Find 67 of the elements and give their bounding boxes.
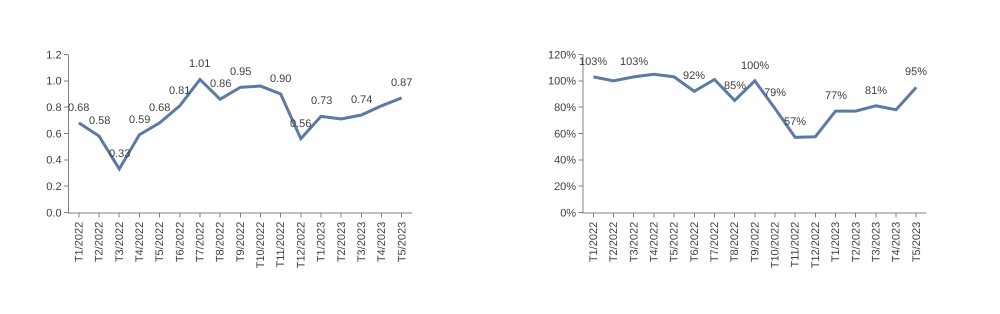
y-tick-label: 0%	[560, 207, 576, 220]
x-tick-label: T8/2022	[729, 222, 742, 262]
data-label: 92%	[683, 70, 706, 82]
x-tick-label: T4/2023	[890, 222, 903, 262]
x-tick-label: T10/2022	[770, 222, 782, 268]
x-tick-label: T6/2022	[174, 222, 186, 262]
y-tick-label: 40%	[554, 154, 576, 167]
x-tick-label: T11/2022	[275, 222, 288, 268]
y-tick-label: 1.0	[46, 76, 62, 88]
x-tick-label: T11/2022	[790, 222, 802, 268]
y-tick-label: 0.0	[46, 207, 62, 220]
x-tick-label: T1/2022	[588, 222, 600, 262]
x-tick-label: T3/2023	[356, 222, 368, 262]
y-tick-label: 0.2	[46, 180, 62, 193]
y-tick-label: 20%	[554, 180, 576, 193]
data-label: 0.73	[311, 95, 332, 107]
x-tick-label: T2/2023	[850, 222, 862, 262]
data-label: 1.01	[189, 58, 210, 70]
x-tick-label: T2/2022	[94, 222, 106, 262]
data-label: 100%	[741, 60, 770, 72]
x-tick-label: T12/2022	[810, 222, 822, 268]
x-tick-label: T8/2022	[214, 222, 227, 262]
x-tick-label: T10/2022	[255, 222, 268, 268]
x-tick-label: T7/2022	[194, 222, 207, 262]
x-tick-label: T2/2022	[608, 222, 620, 262]
data-label: 103%	[620, 56, 648, 68]
data-label: 85%	[724, 80, 746, 92]
x-tick-label: T6/2022	[688, 222, 701, 262]
data-label: 0.59	[129, 114, 150, 126]
x-tick-label: T5/2022	[154, 222, 166, 262]
data-label: 0.90	[270, 73, 292, 85]
x-tick-label: T4/2022	[134, 222, 146, 262]
x-tick-label: T1/2023	[830, 222, 842, 262]
x-tick-label: T7/2022	[709, 222, 722, 262]
y-tick-label: 60%	[554, 128, 576, 140]
x-tick-label: T12/2022	[295, 222, 308, 268]
data-label: 0.68	[149, 102, 170, 114]
x-tick-label: T3/2022	[628, 222, 640, 262]
y-tick-label: 0.4	[46, 154, 62, 167]
data-label: 0.81	[169, 85, 190, 97]
y-tick-label: 1.2	[46, 49, 62, 62]
data-label: 95%	[905, 66, 928, 78]
data-label: 0.87	[391, 77, 412, 89]
x-tick-label: T9/2022	[749, 222, 762, 262]
x-tick-label: T3/2023	[870, 222, 882, 262]
y-tick-label: 0.8	[46, 102, 62, 114]
y-tick-label: 80%	[554, 102, 576, 114]
x-tick-label: T5/2023	[910, 222, 923, 262]
y-tick-label: 120%	[548, 49, 576, 62]
x-tick-label: T9/2022	[234, 222, 247, 262]
x-tick-label: T2/2023	[336, 222, 348, 262]
data-label: 77%	[825, 90, 848, 102]
data-label: 0.95	[230, 66, 252, 78]
data-label: 79%	[764, 87, 786, 99]
x-tick-label: T3/2022	[114, 222, 126, 262]
y-tick-label: 100%	[548, 76, 576, 88]
x-tick-label: T1/2022	[73, 222, 86, 262]
data-label: 0.86	[210, 78, 232, 90]
x-tick-label: T4/2022	[648, 222, 660, 262]
x-tick-label: T4/2023	[376, 222, 388, 262]
x-tick-label: T1/2023	[316, 222, 328, 262]
y-tick-label: 0.6	[46, 128, 62, 140]
x-tick-label: T5/2023	[396, 222, 408, 262]
data-label: 0.74	[351, 94, 372, 106]
data-label: 81%	[865, 85, 888, 97]
x-tick-label: T5/2022	[668, 222, 681, 262]
data-label: 0.58	[89, 115, 110, 127]
